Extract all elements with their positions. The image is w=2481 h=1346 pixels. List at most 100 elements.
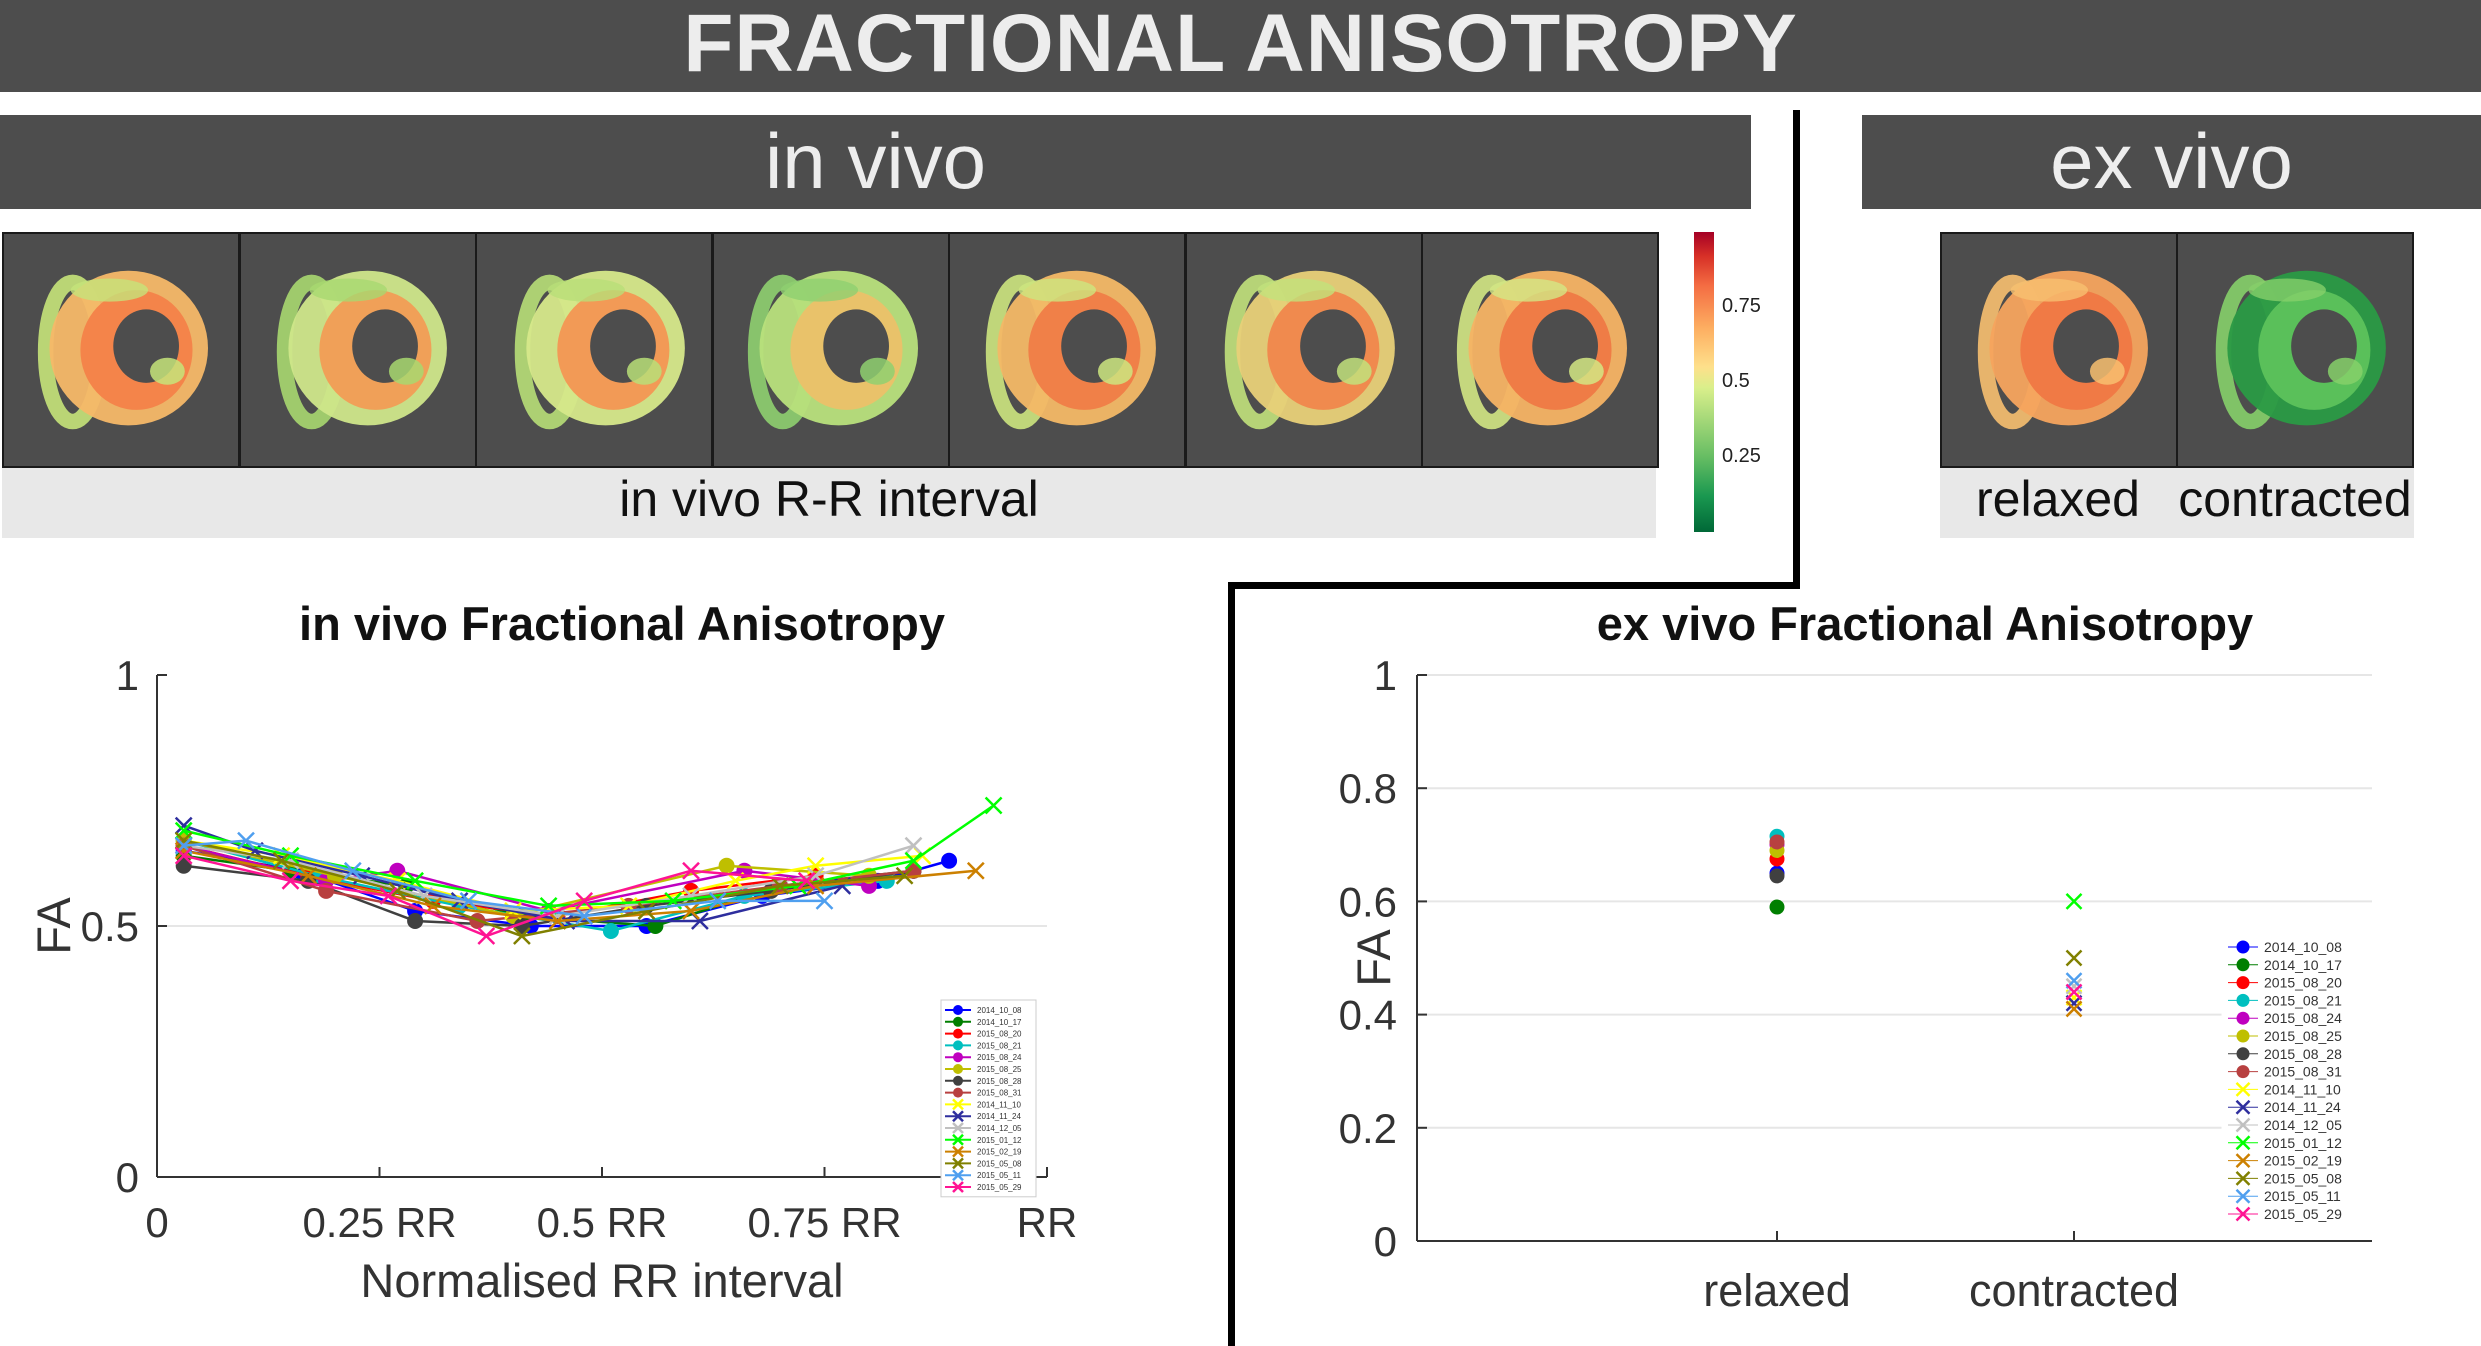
exvivo-label-contracted-text: contracted (2178, 471, 2412, 527)
legend-label: 2015_01_12 (2264, 1135, 2342, 1151)
fa-map-panel (1421, 232, 1659, 468)
data-point (299, 866, 318, 885)
data-point (281, 871, 300, 890)
data-point (708, 892, 727, 910)
legend-label: 2015_08_25 (2264, 1028, 2342, 1044)
data-point (602, 923, 619, 940)
texture (547, 278, 625, 302)
legend-marker (952, 1157, 964, 1170)
legend-marker (2235, 1188, 2251, 1204)
legend-label: 2015_05_29 (2264, 1206, 2342, 1222)
data-point (771, 876, 789, 895)
legend-marker (952, 1181, 964, 1193)
texture (1018, 278, 1096, 302)
legend-label: 2014_10_08 (2264, 939, 2342, 955)
data-point (966, 861, 985, 880)
legend-marker (2236, 1065, 2250, 1079)
fa-map-image (747, 270, 918, 430)
legend-marker (952, 1133, 964, 1146)
legend-marker (2236, 1047, 2250, 1061)
invivo-caption-text: in vivo R-R interval (619, 471, 1039, 527)
papillary (859, 357, 895, 385)
x-tick-label: 0.75 RR (747, 1199, 901, 1246)
papillary (1569, 357, 1604, 385)
legend-label: 2014_11_10 (2264, 1081, 2341, 1097)
data-point (343, 861, 362, 880)
legend-marker (2235, 1099, 2251, 1115)
section-divider (1228, 582, 1235, 1346)
legend-marker (2236, 1011, 2250, 1025)
y-tick-label: 0.4 (1339, 992, 1397, 1039)
y-tick-label: 1 (116, 652, 139, 699)
legend-marker (952, 1098, 964, 1111)
y-axis-label: FA (1347, 929, 1400, 987)
data-point (1769, 868, 1785, 884)
legend-marker (2235, 1082, 2251, 1097)
series (174, 841, 985, 930)
legend-label: 2015_05_11 (2264, 1188, 2341, 1204)
data-point (2065, 977, 2083, 995)
legend-label: 2015_08_24 (2264, 1010, 2342, 1026)
papillary (1336, 357, 1372, 385)
data-point (2065, 1000, 2083, 1018)
x-tick-label: RR (1017, 1199, 1078, 1246)
legend-marker (953, 1064, 963, 1074)
y-tick-label: 0.8 (1339, 765, 1397, 812)
papillary (2089, 357, 2125, 385)
y-tick-label: 0 (1374, 1218, 1397, 1265)
data-point (984, 796, 1003, 815)
legend-marker (2236, 1029, 2250, 1043)
data-point (379, 886, 398, 905)
legend-label: 2014_11_24 (2264, 1099, 2341, 1115)
legend-marker (953, 1028, 963, 1039)
legend-marker (953, 1087, 963, 1098)
texture (70, 278, 149, 302)
x-tick-label: 0.5 RR (537, 1199, 668, 1246)
data-point (407, 912, 424, 929)
y-tick-label: 0.6 (1339, 878, 1397, 925)
legend-label: 2015_08_28 (2264, 1046, 2342, 1062)
data-point (575, 892, 594, 910)
legend-label: 2015_01_12 (977, 1136, 1022, 1145)
data-point (175, 857, 192, 874)
data-point (2065, 949, 2083, 967)
fa-map-image (2215, 270, 2386, 430)
fa-map-image (1456, 270, 1627, 430)
data-point (389, 862, 406, 879)
fa-map-panel (2176, 232, 2414, 468)
legend-label: 2015_08_31 (2264, 1064, 2342, 1080)
papillary (626, 357, 662, 385)
legend-marker (2235, 1153, 2251, 1168)
section-divider (1793, 110, 1800, 586)
section-divider (1228, 582, 1800, 589)
series (174, 831, 834, 925)
legend-marker (952, 1110, 964, 1123)
x-tick-label: 0 (145, 1199, 168, 1246)
fa-map-panel (238, 232, 477, 468)
colorbar-tick-label: 0.5 (1722, 370, 1750, 392)
series (174, 846, 816, 945)
legend-label: 2015_05_08 (977, 1159, 1022, 1168)
data-point (1769, 834, 1785, 850)
x-tick-label: relaxed (1703, 1265, 1851, 1316)
exvivo-label-relaxed: relaxed (1940, 468, 2176, 538)
y-tick-label: 1 (1374, 652, 1397, 699)
legend-label: 2014_11_24 (977, 1112, 1021, 1121)
legend-label: 2015_08_31 (977, 1089, 1022, 1098)
exvivo-label-relaxed-text: relaxed (1976, 471, 2140, 527)
fa-map-panel (1940, 232, 2178, 468)
fa-map-image (37, 270, 208, 430)
main-title: FRACTIONAL ANISOTROPY (683, 0, 1798, 89)
fa-map-panel (948, 232, 1186, 468)
legend-label: 2015_08_20 (2264, 975, 2342, 991)
texture (2010, 278, 2088, 302)
legend-marker (952, 1122, 964, 1134)
invivo-caption: in vivo R-R interval (2, 468, 1656, 538)
y-tick-label: 0 (116, 1154, 139, 1201)
legend-marker (2236, 940, 2250, 954)
colorbar-tick-label: 0.25 (1722, 445, 1761, 467)
data-point (904, 836, 923, 855)
data-point (797, 871, 816, 890)
legend-marker (2235, 1117, 2251, 1133)
fa-map-panel (2, 232, 240, 468)
